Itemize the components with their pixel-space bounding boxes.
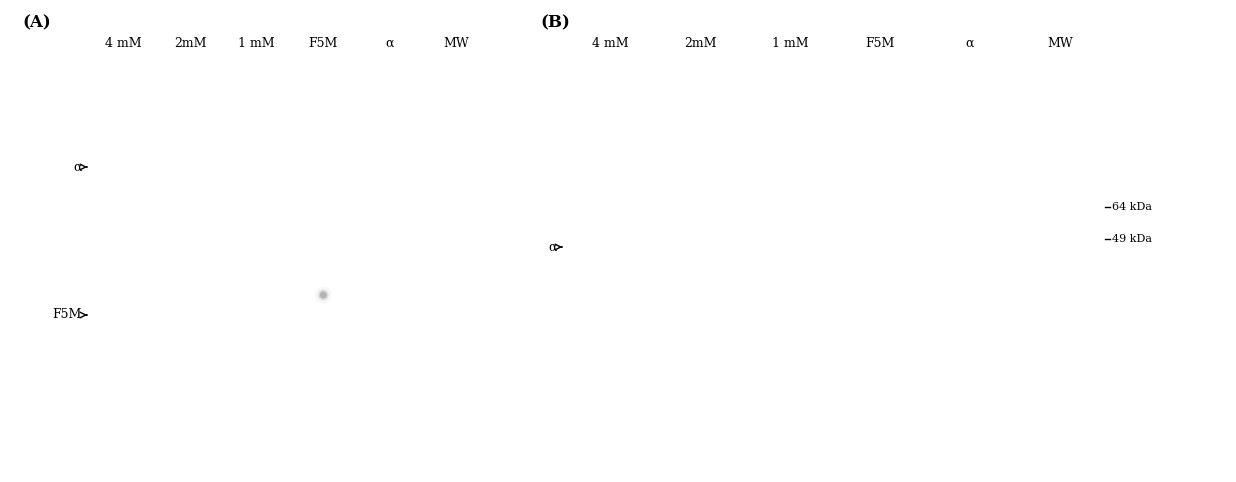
Text: α: α	[549, 241, 557, 254]
Text: 2mM: 2mM	[174, 37, 206, 50]
Point	[314, 351, 334, 359]
Point	[314, 291, 334, 299]
Text: (B): (B)	[540, 14, 570, 31]
Text: F5M: F5M	[309, 37, 337, 50]
Point	[314, 291, 334, 299]
Text: 1 mM: 1 mM	[771, 37, 808, 50]
Text: 4 mM: 4 mM	[105, 37, 142, 50]
Text: F5M: F5M	[865, 37, 895, 50]
Point	[314, 351, 334, 359]
Point	[314, 351, 334, 359]
Text: 4 mM: 4 mM	[592, 37, 628, 50]
Text: 49 kDa: 49 kDa	[1112, 234, 1152, 244]
Point	[314, 351, 334, 359]
Text: MW: MW	[1047, 37, 1073, 50]
Text: 2mM: 2mM	[684, 37, 716, 50]
Text: α: α	[965, 37, 974, 50]
Text: α: α	[73, 161, 82, 174]
Text: 64 kDa: 64 kDa	[1112, 202, 1152, 212]
Point	[314, 351, 334, 359]
Point	[314, 291, 334, 299]
Text: 1 mM: 1 mM	[239, 37, 274, 50]
Text: α: α	[386, 37, 394, 50]
Text: F5M: F5M	[53, 308, 82, 321]
Text: MW: MW	[444, 37, 470, 50]
Text: (A): (A)	[22, 14, 51, 31]
Point	[314, 351, 334, 359]
